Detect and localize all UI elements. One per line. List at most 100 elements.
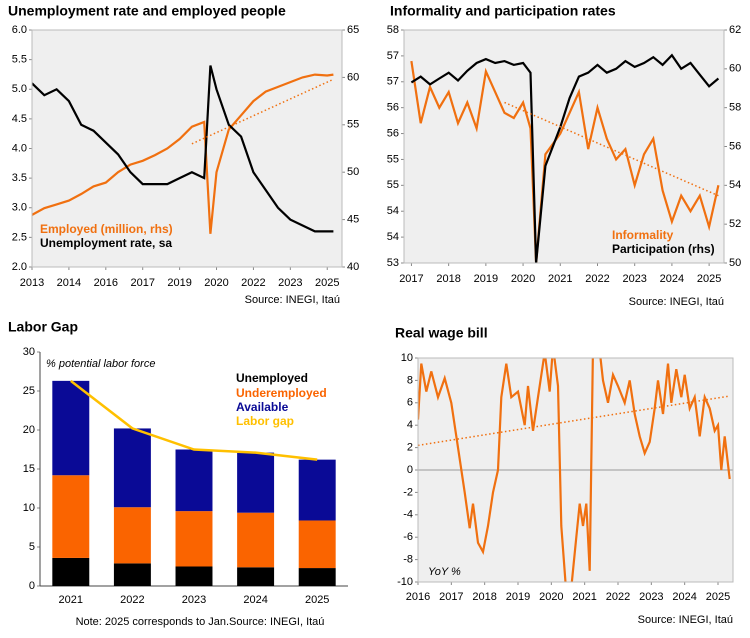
y-tick-label: 2.0 bbox=[12, 261, 27, 273]
y2-tick-label: 45 bbox=[347, 214, 359, 226]
plot-frame bbox=[417, 357, 734, 583]
y-tick-label: 0 bbox=[29, 580, 35, 592]
y2-tick-label: 62 bbox=[729, 24, 741, 36]
x-tick-label: 2018 bbox=[436, 273, 460, 285]
y-tick-label: 4.0 bbox=[12, 142, 27, 154]
y-tick-label: 30 bbox=[23, 346, 35, 358]
legend-entry: Unemployment rate, sa bbox=[40, 236, 172, 250]
annotation: % potential labor force bbox=[46, 358, 155, 370]
y2-tick-label: 52 bbox=[729, 218, 741, 230]
y2-tick-label: 55 bbox=[347, 119, 359, 131]
x-tick-label: 2019 bbox=[506, 591, 530, 603]
bar-segment bbox=[237, 512, 275, 568]
x-tick-label: 2021 bbox=[572, 591, 596, 603]
y2-tick-label: 50 bbox=[347, 166, 359, 178]
plot-frame bbox=[403, 29, 725, 264]
chart-title: Real wage bill bbox=[395, 325, 488, 341]
y-tick-label: 55 bbox=[387, 153, 399, 165]
y-tick-label: 20 bbox=[23, 424, 35, 436]
x-tick-label: 2025 bbox=[315, 277, 339, 289]
x-tick-label: 2021 bbox=[59, 594, 83, 606]
x-tick-label: 2022 bbox=[585, 273, 609, 285]
bar-segment bbox=[175, 449, 213, 512]
y-tick-label: 2.5 bbox=[12, 231, 27, 243]
bar-segment bbox=[237, 452, 275, 513]
x-tick-label: 2019 bbox=[167, 277, 191, 289]
y-tick-label: 0 bbox=[407, 464, 413, 476]
y-tick-label: 56 bbox=[387, 102, 399, 114]
series-line bbox=[410, 53, 720, 263]
legend-entry: Informality bbox=[612, 228, 674, 242]
y-tick-label: 58 bbox=[387, 24, 399, 36]
x-tick-label: 2024 bbox=[660, 273, 684, 285]
x-tick-label: 2020 bbox=[511, 273, 535, 285]
y-tick-label: 56 bbox=[387, 127, 399, 139]
bar-segment bbox=[298, 568, 336, 586]
y-tick-label: 57 bbox=[387, 50, 399, 62]
x-tick-label: 2025 bbox=[706, 591, 730, 603]
y2-tick-label: 58 bbox=[729, 102, 741, 114]
series-line bbox=[32, 65, 334, 233]
x-tick-label: 2023 bbox=[639, 591, 663, 603]
source: Source: INEGI, Itaú bbox=[245, 294, 340, 306]
plot-background bbox=[32, 30, 342, 267]
source: Source: INEGI, Itaú bbox=[638, 614, 733, 626]
y-tick-label: 10 bbox=[23, 502, 35, 514]
y-tick-label: 5 bbox=[29, 541, 35, 553]
chart-title: Labor Gap bbox=[8, 319, 78, 335]
y-tick-label: 4 bbox=[407, 419, 413, 431]
legend-entry: Labor gap bbox=[236, 414, 294, 428]
x-tick-label: 2021 bbox=[548, 273, 572, 285]
y-tick-label: -4 bbox=[403, 509, 413, 521]
bar-segment bbox=[113, 563, 151, 586]
x-tick-label: 2020 bbox=[204, 277, 228, 289]
legend-entry: Unemployed bbox=[236, 371, 308, 385]
trend-line bbox=[418, 395, 730, 447]
x-tick-label: 2022 bbox=[120, 594, 144, 606]
bar-segment bbox=[298, 520, 336, 569]
trend-line bbox=[504, 101, 719, 197]
bar-segment bbox=[52, 475, 90, 558]
x-tick-label: 2025 bbox=[305, 594, 329, 606]
y-tick-label: 15 bbox=[23, 463, 35, 475]
source: Source: INEGI, Itaú bbox=[629, 296, 724, 308]
x-tick-label: 2017 bbox=[130, 277, 154, 289]
x-tick-label: 2017 bbox=[439, 591, 463, 603]
y2-tick-label: 60 bbox=[729, 63, 741, 75]
bar-segment bbox=[237, 567, 275, 586]
x-tick-label: 2024 bbox=[243, 594, 267, 606]
x-tick-label: 2017 bbox=[399, 273, 423, 285]
x-tick-label: 2023 bbox=[278, 277, 302, 289]
y2-tick-label: 60 bbox=[347, 71, 359, 83]
bar-segment bbox=[113, 507, 151, 564]
x-tick-label: 2022 bbox=[241, 277, 265, 289]
series-line bbox=[70, 379, 318, 461]
y-tick-label: 2 bbox=[407, 442, 413, 454]
x-tick-label: 2018 bbox=[472, 591, 496, 603]
series-line bbox=[410, 60, 720, 263]
y-tick-label: 10 bbox=[401, 352, 413, 364]
x-tick-label: 2014 bbox=[57, 277, 81, 289]
y-tick-label: 6 bbox=[407, 397, 413, 409]
source: Note: 2025 corresponds to Jan.Source: IN… bbox=[76, 616, 325, 628]
x-tick-label: 2013 bbox=[20, 277, 44, 289]
y-tick-label: 57 bbox=[387, 76, 399, 88]
x-tick-label: 2016 bbox=[94, 277, 118, 289]
y-tick-label: -2 bbox=[403, 486, 413, 498]
y-tick-label: 4.5 bbox=[12, 113, 27, 125]
legend-entry: Available bbox=[236, 400, 289, 414]
x-tick-label: 2022 bbox=[606, 591, 630, 603]
y-tick-label: 53 bbox=[387, 257, 399, 269]
y-tick-label: 25 bbox=[23, 385, 35, 397]
y-tick-label: -8 bbox=[403, 554, 413, 566]
x-tick-label: 2016 bbox=[406, 591, 430, 603]
y-tick-label: 3.5 bbox=[12, 172, 27, 184]
bar-segment bbox=[298, 459, 336, 521]
y-tick-label: 55 bbox=[387, 179, 399, 191]
annotation: YoY % bbox=[428, 566, 461, 578]
y-tick-label: -10 bbox=[397, 576, 413, 588]
x-tick-label: 2023 bbox=[182, 594, 206, 606]
x-tick-label: 2024 bbox=[672, 591, 696, 603]
x-tick-label: 2025 bbox=[697, 273, 721, 285]
bar-segment bbox=[52, 557, 90, 586]
